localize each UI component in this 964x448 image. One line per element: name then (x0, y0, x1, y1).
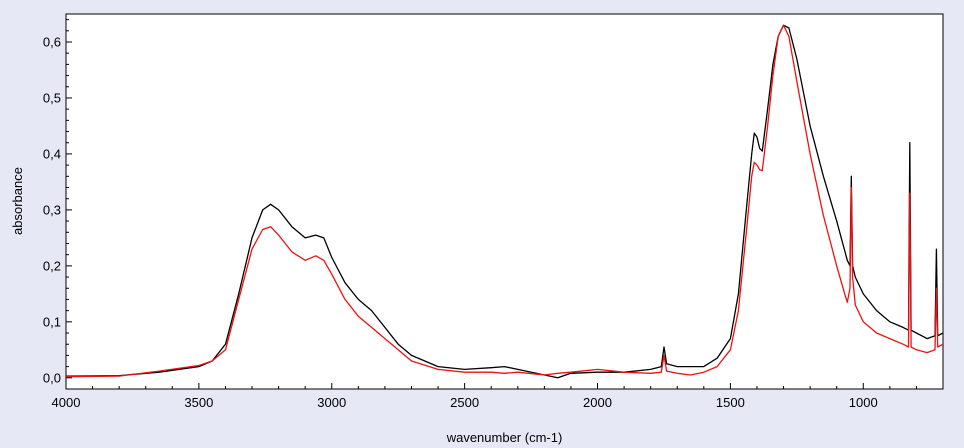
y-tick-label: 0,5 (43, 90, 61, 105)
x-tick-label: 3500 (184, 395, 213, 410)
series-line-1 (65, 24, 944, 379)
plot-area (65, 13, 944, 390)
x-tick-label: 1500 (716, 395, 745, 410)
y-tick-label: 0,3 (43, 202, 61, 217)
x-tick-label: 3000 (317, 395, 346, 410)
series-line-2 (65, 24, 944, 378)
y-tick-label: 0,0 (43, 370, 61, 385)
x-tick-label: 2500 (450, 395, 479, 410)
series-layer (65, 24, 944, 379)
x-tick-label: 2000 (583, 395, 612, 410)
y-tick-label: 0,6 (43, 34, 61, 49)
x-tick-label: 4000 (52, 395, 81, 410)
y-tick-label: 0,2 (43, 258, 61, 273)
y-axis-title: absorbance (10, 167, 25, 235)
x-axis: 4000 3500 3000 2500 2000 1500 1000 (52, 383, 917, 410)
y-axis: 0,0 0,1 0,2 0,3 0,4 0,5 0,6 (43, 19, 72, 385)
x-axis-title: wavenumber (cm-1) (446, 430, 563, 445)
x-tick-label: 1000 (849, 395, 878, 410)
y-tick-label: 0,1 (43, 314, 61, 329)
y-tick-label: 0,4 (43, 146, 61, 161)
